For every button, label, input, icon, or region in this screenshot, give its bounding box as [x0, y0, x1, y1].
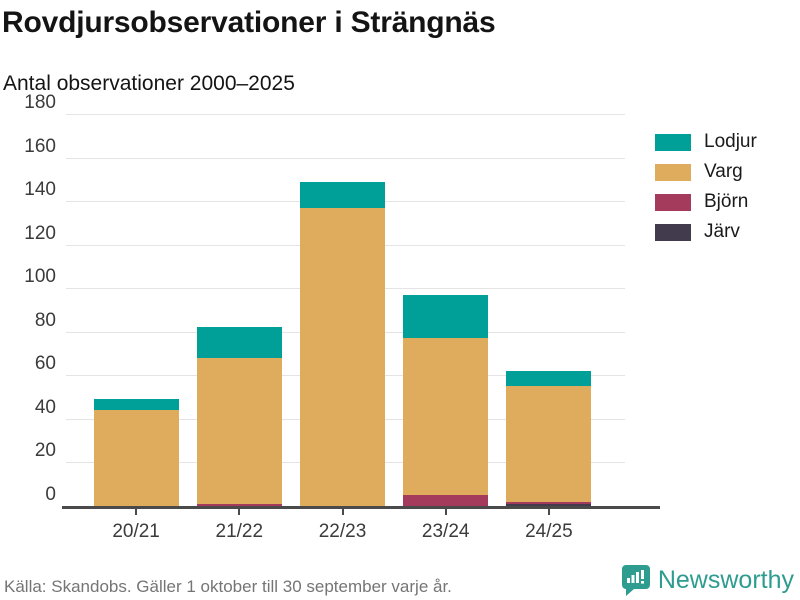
stacked-bar-20-21 [93, 399, 179, 506]
x-axis-tick-label: 21/22 [215, 521, 264, 542]
source-note: Källa: Skandobs. Gäller 1 oktober till 3… [4, 577, 452, 596]
legend-swatch [655, 133, 691, 151]
chart-subtitle: Antal observationer 2000–2025 [3, 72, 295, 95]
y-axis-tick-label: 0 [45, 484, 56, 505]
x-axis-tick [135, 508, 138, 515]
legend-item-lodjur: Lodjur [655, 131, 757, 152]
bar-segment-varg [403, 338, 489, 496]
chart-title: Rovdjursobservationer i Strängnäs [2, 6, 496, 39]
bar-segment-björn [506, 501, 592, 504]
bar-segment-varg [93, 410, 179, 506]
bar-segment-lodjur [403, 294, 489, 339]
plot-area: 0 20 40 60 80 100 120 140 160 180 20/21 21/22 22/23 2… [24, 92, 660, 542]
y-axis-tick-label: 180 [24, 92, 56, 113]
legend-item-varg: Varg [655, 161, 757, 182]
gridline [66, 114, 625, 115]
x-axis-tick-label: 23/24 [421, 521, 470, 542]
y-axis-tick-label: 100 [24, 266, 56, 288]
legend-swatch [655, 223, 691, 241]
x-axis-tick-label: 20/21 [112, 521, 160, 542]
bar-segment-lodjur [93, 399, 179, 411]
legend-item-björn: Björn [655, 191, 757, 212]
y-axis-tick-label: 140 [24, 179, 56, 201]
newsworthy-wordmark: Newsworthy [657, 566, 794, 594]
newsworthy-icon [621, 565, 650, 596]
x-axis-tick [341, 508, 344, 515]
stacked-bar-24-25 [506, 371, 592, 506]
gridline [66, 157, 625, 159]
legend-label: Järv [704, 221, 740, 242]
bar-segment-björn [196, 503, 282, 506]
y-axis-tick-label: 60 [34, 353, 56, 375]
y-axis-tick-label: 120 [24, 222, 56, 244]
newsworthy-logo: Newsworthy [620, 564, 794, 597]
bar-segment-lodjur [506, 371, 592, 387]
stacked-bar-22-23 [300, 181, 385, 506]
legend-swatch [655, 193, 691, 211]
bar-segment-björn [403, 495, 489, 506]
bar-segment-järv [506, 503, 592, 506]
x-axis-tick-label: 22/23 [318, 521, 367, 542]
x-axis-tick-label: 24/25 [525, 521, 573, 542]
legend-label: Björn [704, 191, 749, 212]
legend: Lodjur Varg Björn Järv [655, 131, 757, 253]
x-axis-tick [444, 508, 447, 515]
x-axis-line [62, 506, 660, 509]
y-axis-tick-label: 20 [34, 440, 56, 462]
x-axis-tick [238, 508, 241, 515]
legend-swatch [655, 163, 691, 181]
bar-segment-lodjur [196, 327, 282, 358]
stacked-bar-23-24 [403, 294, 489, 506]
legend-item-järv: Järv [655, 221, 757, 242]
stacked-bar-21-22 [196, 327, 282, 506]
legend-label: Lodjur [704, 131, 757, 152]
y-axis-tick-label: 40 [34, 396, 56, 418]
legend-label: Varg [704, 161, 743, 182]
bar-segment-lodjur [300, 181, 385, 208]
y-axis-tick-label: 160 [24, 135, 56, 157]
bar-segment-varg [196, 357, 282, 504]
bar-segment-varg [300, 207, 385, 506]
x-axis-tick [547, 508, 550, 515]
bar-segment-varg [506, 386, 592, 502]
y-axis-tick-label: 80 [34, 309, 56, 331]
